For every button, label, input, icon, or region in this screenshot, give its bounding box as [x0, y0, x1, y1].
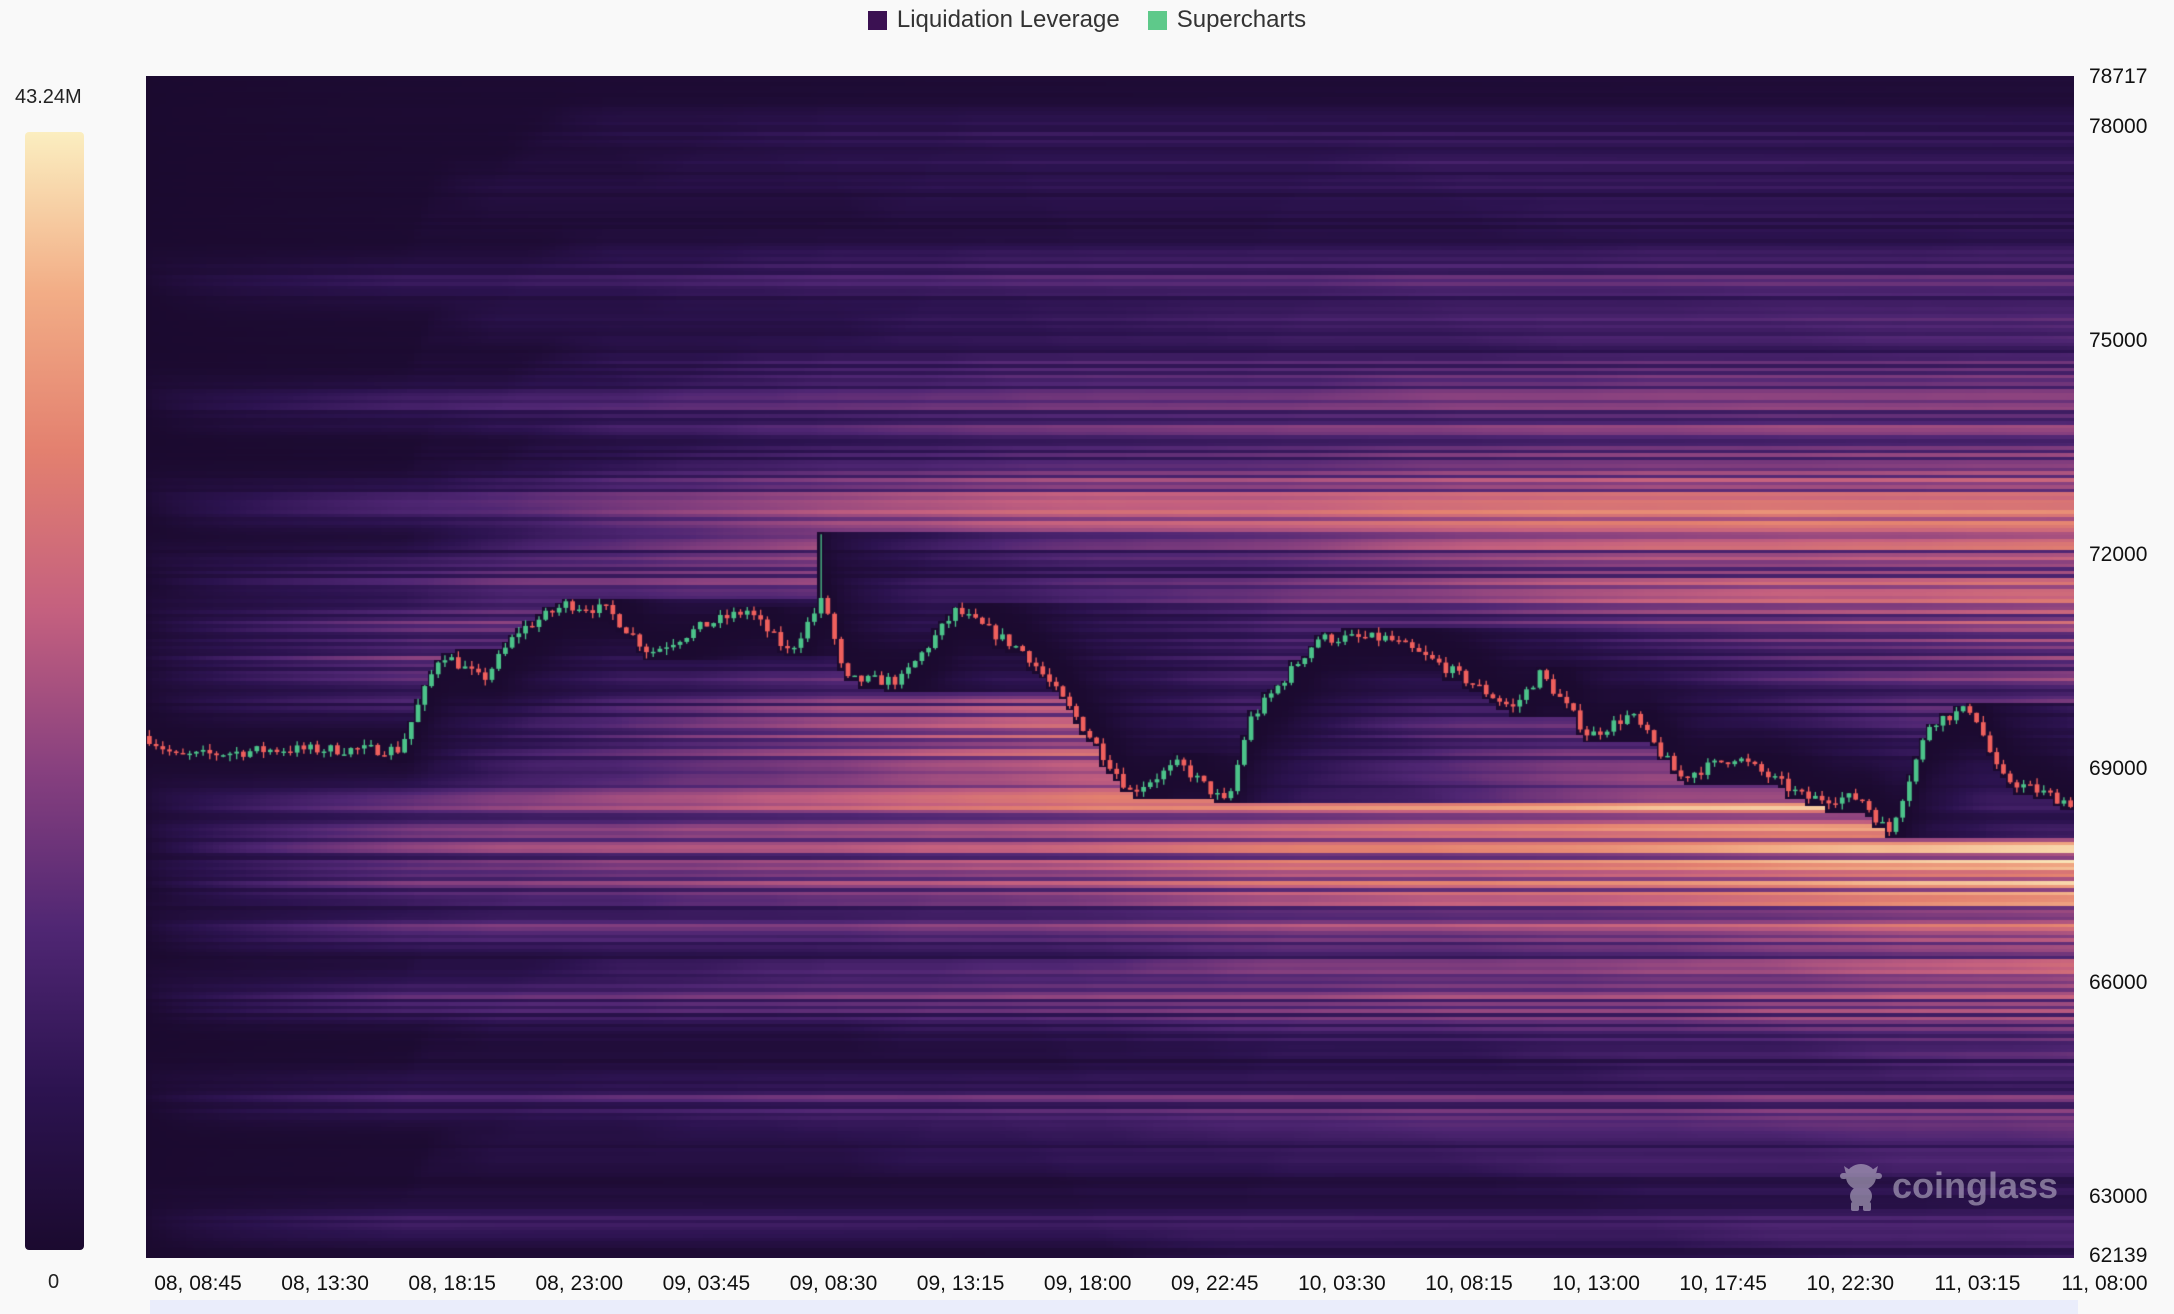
x-tick-label: 10, 17:45: [1679, 1272, 1767, 1295]
y-tick-label: 62139: [2089, 1244, 2148, 1267]
coinglass-watermark: coinglass: [1838, 1160, 2058, 1212]
x-tick-label: 09, 13:15: [916, 1272, 1005, 1295]
y-tick-label: 69000: [2089, 756, 2148, 780]
x-tick-label: 09, 03:45: [662, 1272, 751, 1295]
x-tick-label: 10, 13:00: [1552, 1272, 1640, 1295]
x-tick-label: 08, 18:15: [408, 1272, 496, 1295]
x-tick-label: 08, 08:45: [154, 1272, 242, 1295]
x-tick-label: 08, 23:00: [535, 1272, 624, 1295]
legend-label: Supercharts: [1176, 6, 1307, 33]
range-navigator[interactable]: [150, 1300, 2078, 1314]
x-tick-label: 10, 08:15: [1425, 1272, 1513, 1295]
x-tick-label: 09, 18:00: [1043, 1272, 1132, 1295]
x-tick-label: 10, 22:30: [1806, 1272, 1895, 1295]
colorbar: [25, 132, 84, 1250]
x-tick-label: 08, 13:30: [281, 1272, 369, 1295]
heatmap-plot-area[interactable]: [146, 76, 2074, 1258]
legend-swatch: [867, 10, 887, 30]
colorbar-max-label: 43.24M: [15, 86, 82, 108]
legend-label: Liquidation Leverage: [896, 6, 1120, 33]
y-tick-label: 75000: [2089, 329, 2148, 353]
x-tick-label: 11, 03:15: [1934, 1272, 2021, 1295]
candlestick-series: [146, 76, 2074, 1258]
x-tick-label: 11, 08:00: [2061, 1272, 2148, 1295]
x-tick-label: 09, 22:45: [1171, 1272, 1259, 1295]
watermark-text: coinglass: [1892, 1165, 2059, 1206]
y-tick-label: 63000: [2089, 1184, 2148, 1208]
legend-item-liquidation-leverage[interactable]: Liquidation Leverage: [867, 6, 1120, 34]
chart-legend: Liquidation Leverage Supercharts: [0, 6, 2174, 34]
legend-swatch: [1147, 10, 1167, 30]
x-tick-label: 09, 08:30: [789, 1272, 878, 1295]
coinglass-logo-icon: [1840, 1164, 1882, 1211]
legend-item-supercharts[interactable]: Supercharts: [1147, 6, 1307, 34]
colorbar-min-label: 0: [48, 1271, 60, 1293]
x-tick-label: 10, 03:30: [1298, 1272, 1386, 1295]
y-tick-label: 78717: [2089, 65, 2148, 88]
y-tick-label: 72000: [2089, 542, 2148, 566]
y-tick-label: 78000: [2089, 115, 2148, 139]
y-tick-label: 66000: [2089, 970, 2148, 994]
